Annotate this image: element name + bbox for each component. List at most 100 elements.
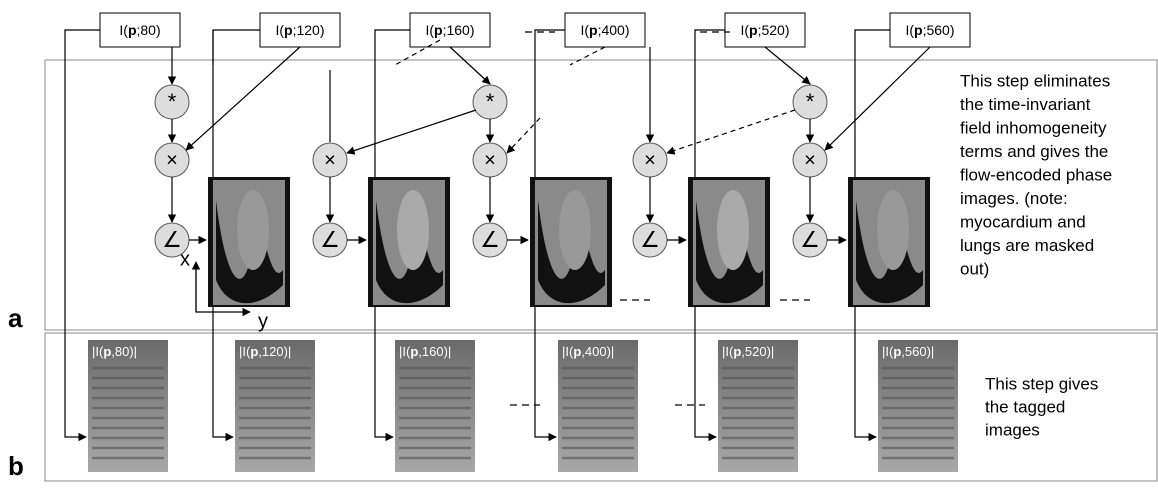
label-part: p (893, 344, 901, 359)
phase-image (530, 177, 612, 307)
note-line: out) (960, 259, 989, 278)
image-bg (718, 340, 798, 472)
label-part: |I( (399, 344, 411, 359)
connector (570, 47, 605, 65)
label-part: p (410, 344, 418, 359)
operator-symbol: ∠ (800, 227, 820, 252)
label-part: ;120) (293, 22, 325, 38)
label-part: I( (580, 22, 589, 38)
phase-image (208, 177, 290, 307)
note-line: the tagged (985, 397, 1065, 416)
label-part: p (284, 22, 293, 38)
note-line: myocardium and (960, 212, 1086, 231)
image-chamber (877, 190, 909, 270)
tagged-image (235, 340, 315, 472)
tagged-image (878, 340, 958, 472)
note-line: field inhomogeneity (960, 118, 1107, 137)
label-part: ,120)| (258, 344, 291, 359)
label: I(p;560) (905, 22, 954, 38)
operator-symbol: * (806, 89, 815, 114)
image-chamber (559, 190, 591, 270)
label-part: p (103, 344, 111, 359)
operator-symbol: * (168, 89, 177, 114)
tagged-image (558, 340, 638, 472)
note-line: This step eliminates (960, 71, 1110, 90)
label-part: I( (425, 22, 434, 38)
label-part: ,400)| (581, 344, 614, 359)
tagged-image (395, 340, 475, 472)
operator-symbol: * (486, 89, 495, 114)
label: I(p;400) (580, 22, 629, 38)
label: |I(p,80)| (92, 344, 137, 359)
diagram: a b I(p;80)I(p;120)I(p;160)I(p;400)I(p;5… (0, 0, 1158, 485)
label-part: p (589, 22, 598, 38)
label-part: p (573, 344, 581, 359)
label: |I(p,560)| (882, 344, 934, 359)
operator-symbol: × (166, 149, 178, 171)
panel-b-label: b (8, 451, 24, 481)
label-part: ;520) (758, 22, 790, 38)
label-part: ,80)| (111, 344, 137, 359)
operator-symbol: × (644, 149, 656, 171)
label: I(p;120) (275, 22, 324, 38)
operator-symbol: ∠ (480, 227, 500, 252)
label-part: ,160)| (418, 344, 451, 359)
operator-symbol: ∠ (320, 227, 340, 252)
label: I(p;160) (425, 22, 474, 38)
label-part: ;560) (923, 22, 955, 38)
label-part: ;160) (443, 22, 475, 38)
image-bg (395, 340, 475, 472)
label-part: I( (119, 22, 128, 38)
label: I(p;520) (740, 22, 789, 38)
label: |I(p,160)| (399, 344, 451, 359)
connector (186, 47, 300, 150)
note-line: images (985, 420, 1040, 439)
label-part: I( (905, 22, 914, 38)
image-chamber (717, 190, 749, 270)
label: |I(p,120)| (239, 344, 291, 359)
connector (347, 110, 476, 153)
note-line: images. (note: (960, 189, 1068, 208)
label-part: I( (740, 22, 749, 38)
note-line: lungs are masked (960, 236, 1094, 255)
image-bg (235, 340, 315, 472)
note-line: This step gives (985, 374, 1098, 393)
label-part: I( (275, 22, 284, 38)
label-part: p (128, 22, 137, 38)
operator-symbol: × (324, 149, 336, 171)
axis-label: x (180, 248, 190, 270)
operator-symbol: ∠ (162, 227, 182, 252)
connector (765, 47, 810, 84)
note-line: flow-encoded phase (960, 165, 1112, 184)
operator-symbol: × (484, 149, 496, 171)
image-bg (558, 340, 638, 472)
image-bg (878, 340, 958, 472)
label-part: p (434, 22, 443, 38)
panel-a-label: a (8, 303, 23, 333)
label-part: p (733, 344, 741, 359)
label-part: |I( (882, 344, 894, 359)
label-part: |I( (92, 344, 104, 359)
label-part: ;80) (137, 22, 161, 38)
image-bg (88, 340, 168, 472)
connector (450, 47, 490, 84)
label: |I(p,400)| (562, 344, 614, 359)
image-chamber (237, 190, 269, 270)
connector (825, 47, 930, 150)
label: I(p;80) (119, 22, 160, 38)
connector (667, 110, 795, 153)
label-part: ,520)| (741, 344, 774, 359)
tagged-image (718, 340, 798, 472)
phase-image (688, 177, 770, 307)
image-chamber (397, 190, 429, 270)
operator-symbol: × (804, 149, 816, 171)
tagged-image (88, 340, 168, 472)
label-part: p (749, 22, 758, 38)
phase-image (848, 177, 930, 307)
label-part: |I( (239, 344, 251, 359)
label-part: p (250, 344, 258, 359)
note-line: terms and gives the (960, 142, 1108, 161)
operator-symbol: ∠ (640, 227, 660, 252)
label-part: p (914, 22, 923, 38)
phase-image (368, 177, 450, 307)
